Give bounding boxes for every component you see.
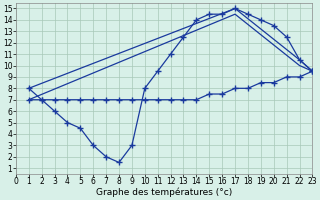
X-axis label: Graphe des températures (°c): Graphe des températures (°c) bbox=[96, 188, 232, 197]
